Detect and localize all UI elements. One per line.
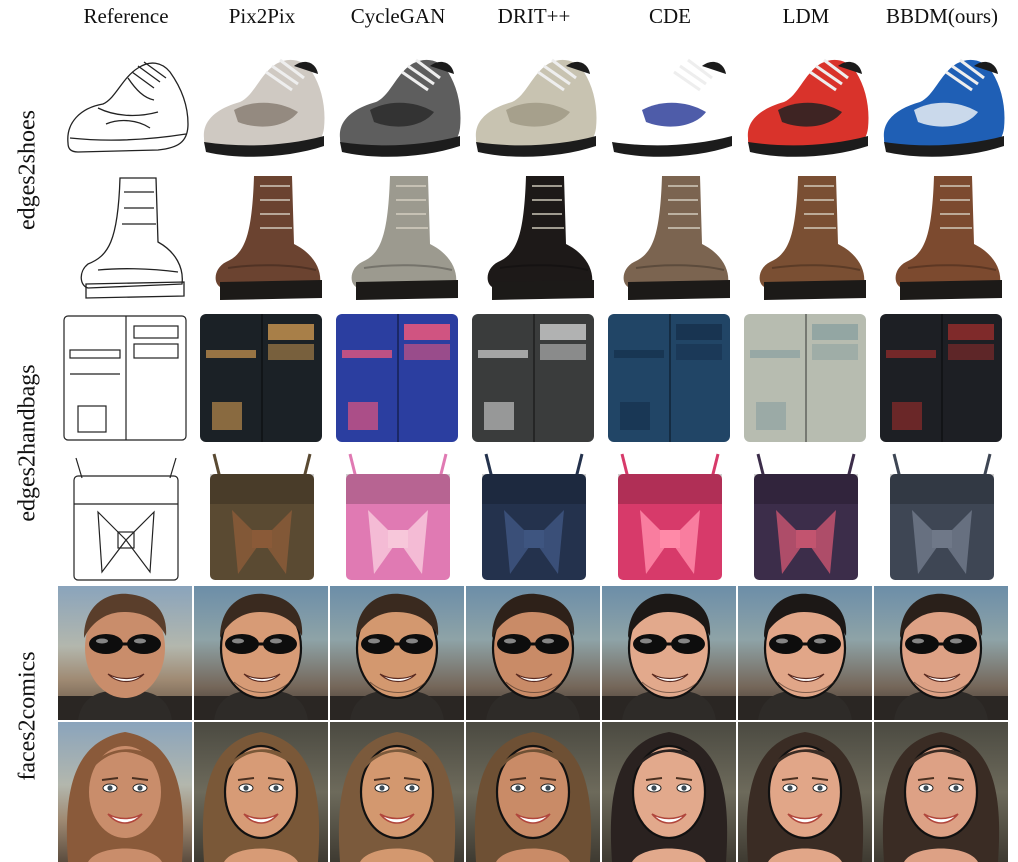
row-label-edges2shoes: edges2shoes [14, 110, 41, 230]
face-f-reference-image [58, 722, 192, 862]
shoe-drit-image [466, 38, 600, 170]
wallet-ldm-image [738, 310, 872, 446]
row-label-faces2comics: faces2comics [14, 651, 41, 781]
face-m-reference-image [58, 586, 192, 720]
bag-pix2pix-image [194, 448, 328, 584]
boot-cde-image [602, 172, 736, 308]
boot-drit-image [466, 172, 600, 308]
shoe-cde-image [602, 38, 736, 170]
shoe-pix2pix-image [194, 38, 328, 170]
shoe-ldm-image [738, 38, 872, 170]
face-m-bbdm-image [874, 586, 1008, 720]
bag-cde-image [602, 448, 736, 584]
shoe-bbdm-image [874, 38, 1008, 170]
wallet-reference-image [58, 310, 192, 446]
wallet-pix2pix-image [194, 310, 328, 446]
column-header-ldm: LDM [782, 4, 830, 28]
shoe-reference-image [58, 38, 192, 170]
wallet-bbdm-image [874, 310, 1008, 446]
bag-ldm-image [738, 448, 872, 584]
face-m-pix2pix-image [194, 586, 328, 720]
wallet-cde-image [602, 310, 736, 446]
row-label-edges2handbags: edges2handbags [14, 364, 41, 522]
bag-cyclegan-image [330, 448, 464, 584]
column-header-bbdm: BBDM(ours) [885, 4, 998, 28]
column-header-cde: CDE [649, 4, 691, 28]
face-m-drit-image [466, 586, 600, 720]
face-f-pix2pix-image [194, 722, 328, 862]
face-f-bbdm-image [874, 722, 1008, 862]
face-m-ldm-image [738, 586, 872, 720]
boot-cyclegan-image [330, 172, 464, 308]
face-f-cyclegan-image [330, 722, 464, 862]
bag-bbdm-image [874, 448, 1008, 584]
column-header-pix2pix: Pix2Pix [228, 4, 296, 28]
column-header-drit: DRIT++ [497, 4, 571, 28]
face-m-cde-image [602, 586, 736, 720]
bag-drit-image [466, 448, 600, 584]
face-f-ldm-image [738, 722, 872, 862]
shoe-cyclegan-image [330, 38, 464, 170]
face-f-cde-image [602, 722, 736, 862]
boot-bbdm-image [874, 172, 1008, 308]
wallet-cyclegan-image [330, 310, 464, 446]
bag-reference-image [58, 448, 192, 584]
column-header-cyclegan: CycleGAN [350, 4, 446, 28]
face-m-cyclegan-image [330, 586, 464, 720]
boot-ldm-image [738, 172, 872, 308]
boot-pix2pix-image [194, 172, 328, 308]
face-f-drit-image [466, 722, 600, 862]
wallet-drit-image [466, 310, 600, 446]
boot-reference-image [58, 172, 192, 308]
column-header-reference: Reference [83, 4, 169, 28]
